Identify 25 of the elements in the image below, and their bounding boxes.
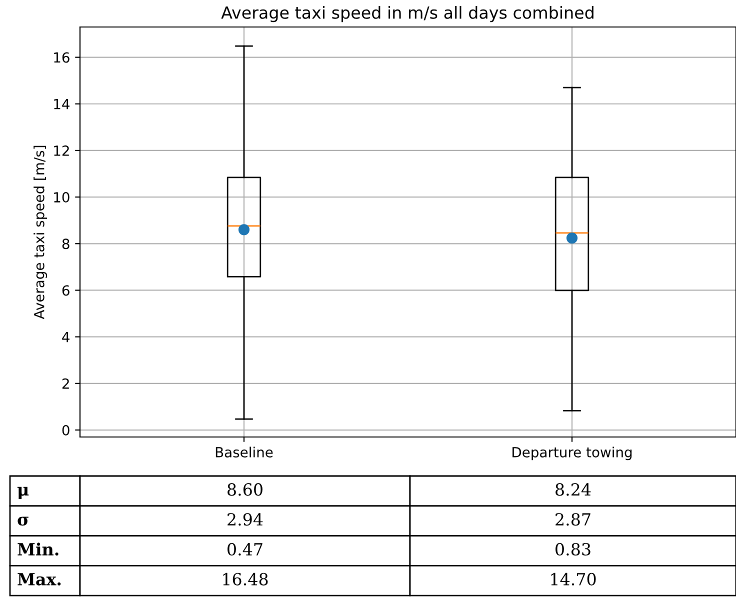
- x-tick-label: Baseline: [216, 446, 273, 458]
- y-tick-label: 14: [54, 99, 70, 110]
- text: 0.47: [228, 542, 262, 556]
- y-tick-label: 6: [62, 285, 70, 296]
- text: 2.87: [556, 513, 590, 526]
- y-tick-label: 12: [54, 145, 69, 156]
- y-axis-title: Average taxi speed [m/s]: [34, 146, 48, 320]
- y-tick-label: 10: [54, 192, 70, 203]
- y-tick-label: 2: [62, 378, 69, 389]
- x-tick-label: Departure towing: [512, 446, 632, 460]
- text: 16.48: [223, 572, 268, 586]
- text: Min.: [18, 542, 58, 556]
- text: Max.: [18, 573, 61, 586]
- y-tick-label: 4: [62, 332, 70, 342]
- text: 14.70: [551, 572, 596, 586]
- text: 2.94: [228, 513, 263, 526]
- y-tick-label: 16: [54, 52, 70, 63]
- text: 0.83: [556, 542, 590, 556]
- text: 8.24: [556, 483, 591, 496]
- chart-title: Average taxi speed in m/s all days combined: [221, 6, 594, 22]
- y-tick-label: 8: [62, 238, 70, 250]
- text: μ: [17, 486, 29, 500]
- text: σ: [18, 516, 28, 526]
- text: 8.60: [228, 483, 262, 496]
- y-tick-label: 0: [62, 424, 70, 436]
